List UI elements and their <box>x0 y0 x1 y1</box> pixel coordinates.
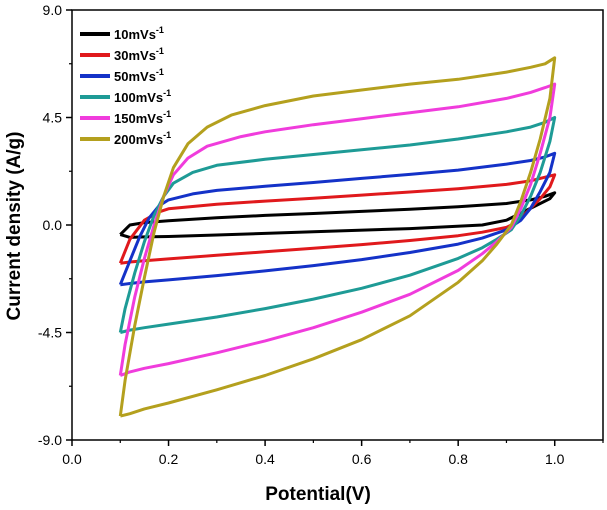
series-line-6 <box>118 56 557 418</box>
axes: 0.0 0.2 0.4 0.6 0.8 1.0 9.0 4.5 0.0 -4.5 -9.0 <box>38 2 604 467</box>
y-axis-title: Current density (A/g) <box>4 132 25 321</box>
y-tick-label: 9.0 <box>43 2 63 18</box>
x-tick-label: 1.0 <box>545 451 565 467</box>
x-tick-label: 0.6 <box>352 451 372 467</box>
x-tick-label: 0.0 <box>62 451 82 467</box>
y-tick-label: -4.5 <box>38 325 62 341</box>
series-layer <box>118 56 557 418</box>
legend-label: 200mVs-1 <box>114 130 171 147</box>
x-tick-label: 0.2 <box>159 451 179 467</box>
y-tick-label: -9.0 <box>38 432 62 448</box>
y-tick-label: 0.0 <box>43 217 63 233</box>
legend-label: 30mVs-1 <box>114 46 164 63</box>
y-tick-label: 4.5 <box>43 110 63 126</box>
x-tick-label: 0.8 <box>448 451 468 467</box>
legend-label: 50mVs-1 <box>114 67 164 84</box>
x-axis-title: Potential(V) <box>265 484 371 505</box>
series-line-3 <box>118 151 557 287</box>
legend: 10mVs-1 30mVs-1 50mVs-1 100mVs-1 150mVs-1 200… <box>80 25 171 147</box>
series-line-1 <box>119 191 557 239</box>
legend-label: 10mVs-1 <box>114 25 164 42</box>
legend-label: 100mVs-1 <box>114 88 171 105</box>
series-line-4 <box>118 116 557 334</box>
legend-label: 150mVs-1 <box>114 109 171 126</box>
x-tick-label: 0.4 <box>255 451 275 467</box>
series-line-2 <box>118 173 557 265</box>
